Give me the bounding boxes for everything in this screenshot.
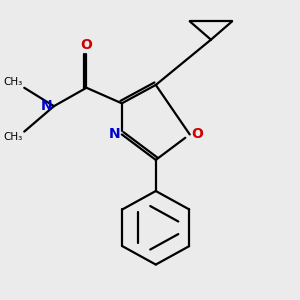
Text: N: N	[41, 99, 52, 113]
Text: CH₃: CH₃	[4, 132, 23, 142]
Text: O: O	[191, 128, 203, 141]
Text: N: N	[109, 128, 120, 141]
Text: CH₃: CH₃	[4, 77, 23, 87]
Text: O: O	[80, 38, 92, 52]
